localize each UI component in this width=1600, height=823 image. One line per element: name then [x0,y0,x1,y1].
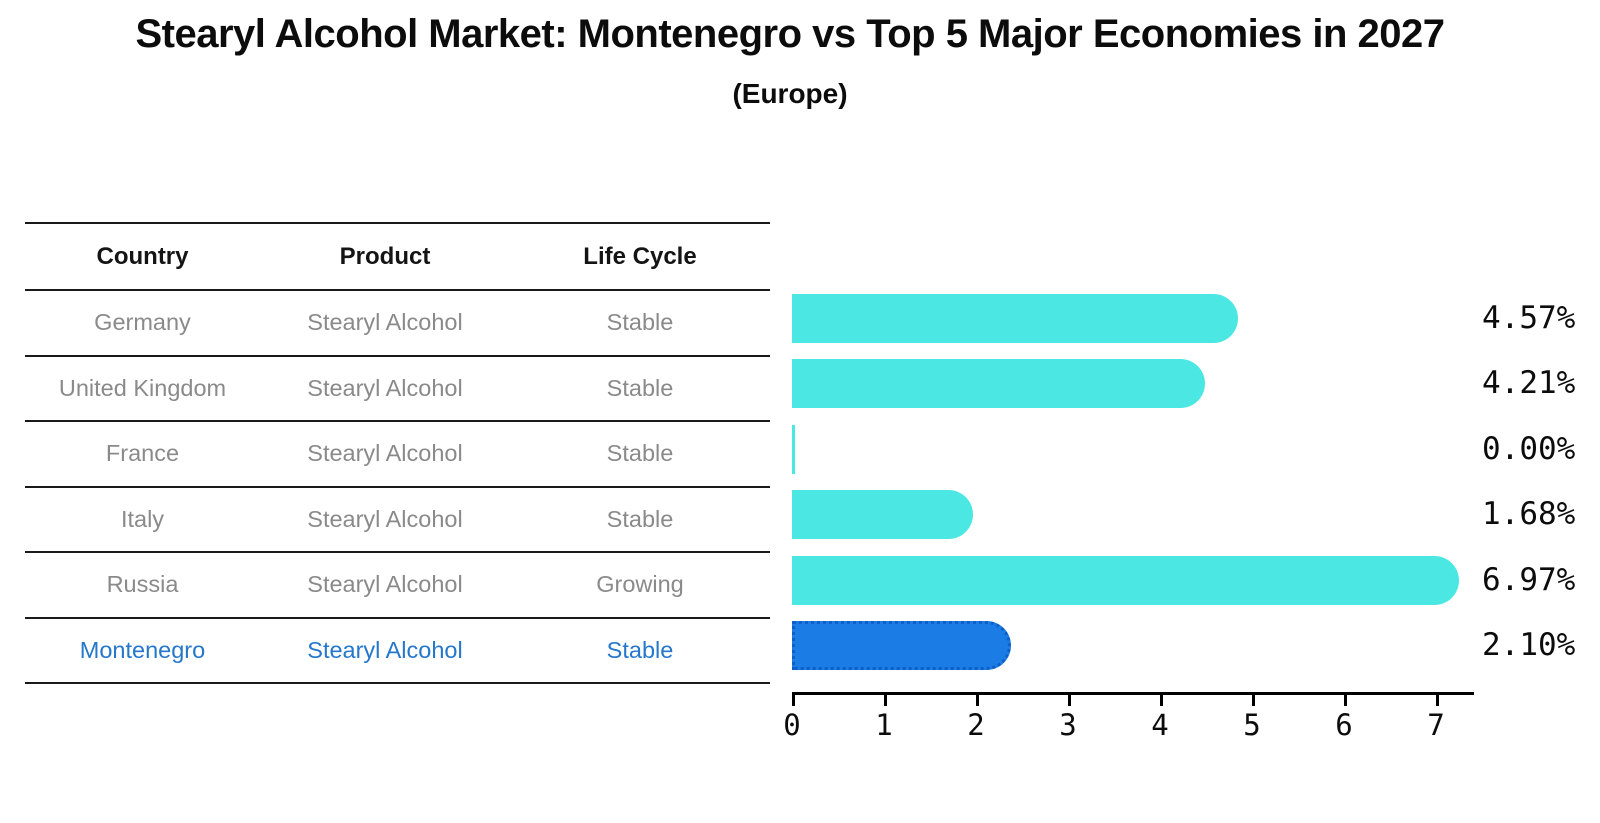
table-header-row: Country Product Life Cycle [25,224,770,291]
country-table: Country Product Life Cycle Germany Stear… [25,222,770,684]
x-axis-tick [792,695,795,706]
value-label: 6.97% [1482,561,1576,598]
x-axis-tick-label: 4 [1151,708,1169,742]
x-axis-tick [1344,695,1347,706]
cell-country: United Kingdom [58,374,227,401]
x-axis-tick-label: 3 [1059,708,1077,742]
x-axis-tick-label: 5 [1243,708,1261,742]
cell-life-cycle: Stable [606,505,674,532]
bar-row-montenegro: 2.10% [792,621,1592,670]
x-axis-tick [976,695,979,706]
column-header-country: Country [96,242,189,270]
bar-germany [792,293,1239,343]
bar-montenegro [792,621,1012,670]
x-axis-tick-label: 6 [1335,708,1353,742]
column-header-life-cycle: Life Cycle [583,242,697,270]
value-label: 0.00% [1482,430,1576,467]
cell-product: Stearyl Alcohol [307,440,463,467]
cell-product: Stearyl Alcohol [307,374,463,401]
value-label: 2.10% [1482,627,1576,663]
cell-life-cycle: Stable [606,440,674,467]
page-title: Stearyl Alcohol Market: Montenegro vs To… [135,12,1445,56]
bar-row-germany: 4.57% [792,293,1592,343]
table-row: United Kingdom Stearyl Alcohol Stable [25,357,770,422]
cell-country: Russia [106,571,179,598]
bar-row-france: 0.00% [792,424,1592,474]
page-subtitle: (Europe) [732,78,848,109]
cell-product: Stearyl Alcohol [307,505,463,532]
table-row-montenegro: Montenegro Stearyl Alcohol Stable [25,619,770,684]
x-axis-tick-label: 0 [783,708,801,742]
value-label: 1.68% [1482,496,1576,532]
table-row: Germany Stearyl Alcohol Stable [25,291,770,357]
cell-life-cycle: Stable [606,636,674,663]
bar-row-italy: 1.68% [792,490,1592,539]
x-axis-tick [1160,695,1163,706]
cell-country: Italy [120,505,165,532]
bar-united-kingdom [792,359,1206,408]
cell-product: Stearyl Alcohol [307,636,463,663]
bar-row-united-kingdom: 4.21% [792,359,1592,408]
bar-russia [792,555,1460,605]
bar-france [792,424,795,474]
x-axis: 0 1 2 3 4 5 6 7 [783,692,1474,747]
cell-life-cycle: Stable [606,374,674,401]
x-axis-tick [1068,695,1071,706]
cell-product: Stearyl Alcohol [307,571,463,598]
cell-country: Montenegro [79,636,206,663]
x-axis-tick [884,695,887,706]
cell-life-cycle: Stable [606,309,674,336]
cell-country: France [105,440,180,467]
cell-product: Stearyl Alcohol [307,309,463,336]
bar-row-russia: 6.97% [792,555,1592,605]
cell-life-cycle: Growing [596,571,684,598]
x-axis-tick [1252,695,1255,706]
table-row: Italy Stearyl Alcohol Stable [25,488,770,553]
column-header-product: Product [339,242,431,270]
cell-country: Germany [94,309,191,336]
bar-italy [792,490,973,539]
table-row: France Stearyl Alcohol Stable [25,422,770,488]
x-axis-tick-label: 1 [875,708,893,742]
x-axis-tick-label: 7 [1427,708,1445,742]
x-axis-tick [1436,695,1439,706]
table-row: Russia Stearyl Alcohol Growing [25,553,770,619]
value-label: 4.21% [1482,365,1576,401]
x-axis-tick-label: 2 [967,708,985,742]
value-label: 4.57% [1482,299,1576,336]
